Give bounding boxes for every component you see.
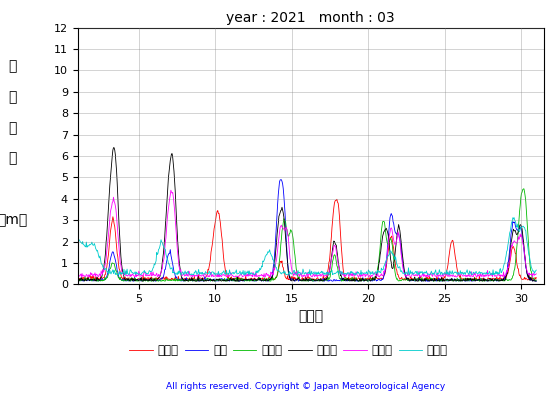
屋久島 [415,272,422,276]
石廘崎 [271,276,278,281]
石廘崎 [404,278,411,283]
生月島 [76,274,83,278]
唐桑 [76,277,83,282]
X-axis label: （日）: （日） [298,310,324,324]
上ノ国 [139,276,145,281]
石廘崎 [139,278,145,282]
唐桑 [270,264,277,269]
石廘崎 [521,186,527,191]
経ヶ尬 [76,276,83,281]
屋久島 [288,271,295,276]
生月島 [139,273,145,277]
Text: （m）: （m） [0,213,27,227]
経ヶ尬 [271,261,278,266]
石廘崎 [145,279,152,284]
唐桑 [74,278,81,283]
生月島 [168,188,174,193]
経ヶ尬 [210,279,216,284]
唐桑 [416,278,422,283]
Line: 経ヶ尬: 経ヶ尬 [78,148,536,281]
唐桑 [288,278,295,283]
上ノ国 [416,276,422,280]
Text: All rights reserved. Copyright © Japan Meteorological Agency: All rights reserved. Copyright © Japan M… [165,382,445,391]
経ヶ尬 [416,276,422,281]
Line: 屋久島: 屋久島 [78,218,536,275]
Line: 生月島: 生月島 [78,190,536,277]
Line: 上ノ国: 上ノ国 [78,199,536,280]
上ノ国 [533,275,539,280]
上ノ国 [74,277,81,282]
Text: 義: 義 [8,90,17,104]
上ノ国 [76,276,83,281]
上ノ国 [271,277,278,282]
Text: 高: 高 [8,152,17,166]
経ヶ尬 [289,278,295,283]
石廘崎 [288,228,295,233]
生月島 [453,275,460,279]
経ヶ尬 [139,279,146,284]
上ノ国 [405,276,411,280]
石廘崎 [76,278,83,282]
屋久島 [533,268,539,273]
石廘崎 [415,276,422,280]
屋久島 [271,260,278,264]
生月島 [533,271,539,276]
経ヶ尬 [110,145,117,150]
Text: 波: 波 [8,121,17,135]
屋久島 [76,238,83,243]
唐桑 [139,277,145,282]
屋久島 [74,236,81,241]
屋久島 [404,272,411,277]
生月島 [404,273,411,278]
上ノ国 [334,197,340,202]
Line: 唐桑: 唐桑 [78,180,536,281]
屋久島 [180,273,187,277]
屋久島 [511,215,517,220]
屋久島 [139,271,145,275]
唐桑 [405,277,411,282]
Legend: 上ノ国, 唐桑, 石廘崎, 経ヶ尬, 生月島, 屋久島: 上ノ国, 唐桑, 石廘崎, 経ヶ尬, 生月島, 屋久島 [125,339,452,361]
Line: 石廘崎: 石廘崎 [78,189,536,281]
Title: year : 2021   month : 03: year : 2021 month : 03 [226,11,395,25]
生月島 [271,266,278,271]
Text: 有: 有 [8,59,17,73]
経ヶ尬 [533,278,539,283]
石廘崎 [533,278,539,282]
石廘崎 [74,278,81,283]
生月島 [415,272,422,277]
生月島 [288,265,295,269]
上ノ国 [288,276,295,281]
唐桑 [325,279,331,284]
生月島 [74,271,81,275]
上ノ国 [177,278,184,282]
経ヶ尬 [74,277,81,282]
経ヶ尬 [405,276,411,280]
唐桑 [533,279,539,284]
唐桑 [278,177,284,182]
